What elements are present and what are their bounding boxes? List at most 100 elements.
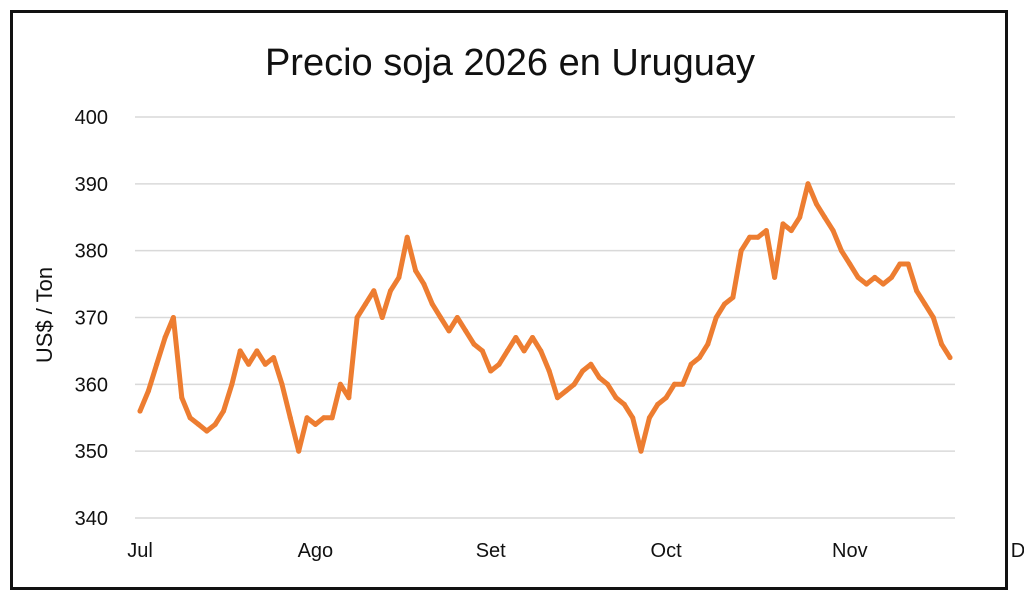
y-tick-label-360: 360 bbox=[75, 374, 108, 396]
data-point bbox=[187, 415, 193, 421]
data-point bbox=[605, 381, 611, 387]
data-point bbox=[805, 181, 811, 187]
data-point bbox=[337, 381, 343, 387]
y-tick-label-350: 350 bbox=[75, 441, 108, 463]
data-point bbox=[329, 415, 335, 421]
series-layer bbox=[137, 181, 953, 454]
data-point bbox=[204, 428, 210, 434]
y-tick-label-370: 370 bbox=[75, 308, 108, 330]
data-point bbox=[371, 288, 377, 294]
data-point bbox=[822, 214, 828, 220]
data-point bbox=[847, 261, 853, 267]
data-point bbox=[880, 281, 886, 287]
data-point bbox=[872, 274, 878, 280]
data-point bbox=[722, 301, 727, 307]
data-point bbox=[429, 301, 435, 307]
data-point bbox=[947, 355, 953, 361]
data-point bbox=[747, 234, 753, 240]
data-point bbox=[504, 348, 510, 354]
data-point bbox=[471, 341, 477, 347]
data-point bbox=[454, 315, 460, 320]
x-tick-label-ago: Ago bbox=[298, 540, 334, 562]
data-point bbox=[287, 415, 293, 421]
data-point bbox=[254, 348, 260, 354]
x-tick-label-nov: Nov bbox=[832, 540, 868, 562]
data-point bbox=[571, 381, 577, 387]
data-point bbox=[905, 261, 911, 267]
data-point bbox=[379, 315, 385, 320]
y-tick-label-400: 400 bbox=[75, 107, 108, 129]
data-point bbox=[705, 341, 711, 347]
data-point bbox=[312, 421, 318, 427]
data-point bbox=[621, 401, 627, 407]
chart-title: Precio soja 2026 en Uruguay bbox=[265, 42, 755, 84]
data-point bbox=[229, 381, 235, 387]
data-point bbox=[196, 421, 201, 427]
data-point bbox=[772, 274, 778, 280]
data-point bbox=[788, 228, 794, 234]
data-point bbox=[137, 408, 143, 414]
data-point bbox=[321, 415, 327, 421]
data-point bbox=[162, 335, 168, 340]
data-point bbox=[271, 355, 277, 361]
data-point bbox=[145, 388, 151, 394]
data-point bbox=[671, 381, 677, 387]
data-point bbox=[170, 315, 176, 320]
data-point bbox=[922, 301, 928, 307]
data-point bbox=[212, 421, 218, 427]
data-point bbox=[713, 315, 719, 320]
chart-frame bbox=[10, 10, 1008, 590]
data-point bbox=[413, 268, 419, 274]
data-point bbox=[697, 355, 702, 361]
data-point bbox=[388, 288, 393, 294]
data-point bbox=[354, 315, 360, 320]
data-point bbox=[630, 415, 636, 421]
data-point bbox=[763, 228, 769, 234]
data-point bbox=[638, 448, 644, 454]
data-point bbox=[421, 281, 427, 287]
data-point bbox=[889, 274, 894, 280]
x-tick-label-set: Set bbox=[476, 540, 506, 562]
x-axis-ticks: Jul Ago Set Oct Nov Dic bbox=[127, 540, 1024, 562]
y-tick-label-390: 390 bbox=[75, 174, 108, 196]
data-point bbox=[179, 395, 185, 401]
data-point bbox=[530, 335, 535, 340]
data-point bbox=[680, 381, 686, 387]
x-tick-label-jul: Jul bbox=[127, 540, 153, 562]
data-point bbox=[563, 388, 569, 394]
data-point bbox=[730, 294, 736, 300]
y-tick-label-380: 380 bbox=[75, 241, 108, 263]
data-point bbox=[404, 234, 410, 240]
data-point bbox=[930, 315, 936, 320]
data-point bbox=[613, 395, 619, 401]
data-point bbox=[488, 368, 494, 374]
data-point bbox=[914, 288, 920, 294]
data-point bbox=[154, 361, 160, 367]
data-point bbox=[897, 261, 903, 267]
gridlines bbox=[135, 116, 955, 519]
price-series-line bbox=[137, 181, 953, 454]
data-point bbox=[246, 361, 252, 367]
data-point bbox=[296, 448, 302, 454]
y-axis-ticks: 340 350 360 370 380 390 400 bbox=[75, 107, 108, 530]
data-point bbox=[546, 368, 552, 374]
data-point bbox=[655, 401, 661, 407]
data-point bbox=[555, 395, 560, 401]
data-point bbox=[237, 348, 243, 354]
data-point bbox=[513, 335, 519, 340]
data-point bbox=[813, 201, 819, 207]
data-point bbox=[279, 381, 285, 387]
data-point bbox=[221, 408, 226, 414]
data-point bbox=[438, 315, 444, 320]
data-point bbox=[496, 361, 502, 367]
data-point bbox=[463, 328, 469, 334]
data-point bbox=[396, 274, 402, 280]
data-point bbox=[304, 415, 310, 421]
data-point bbox=[755, 234, 761, 240]
data-point bbox=[580, 368, 586, 374]
data-point bbox=[830, 228, 836, 234]
price-line-chart: Precio soja 2026 en Uruguay US$ / Ton 34… bbox=[32, 42, 1024, 562]
data-point bbox=[262, 361, 268, 367]
data-point bbox=[738, 248, 744, 254]
data-point bbox=[596, 375, 602, 381]
